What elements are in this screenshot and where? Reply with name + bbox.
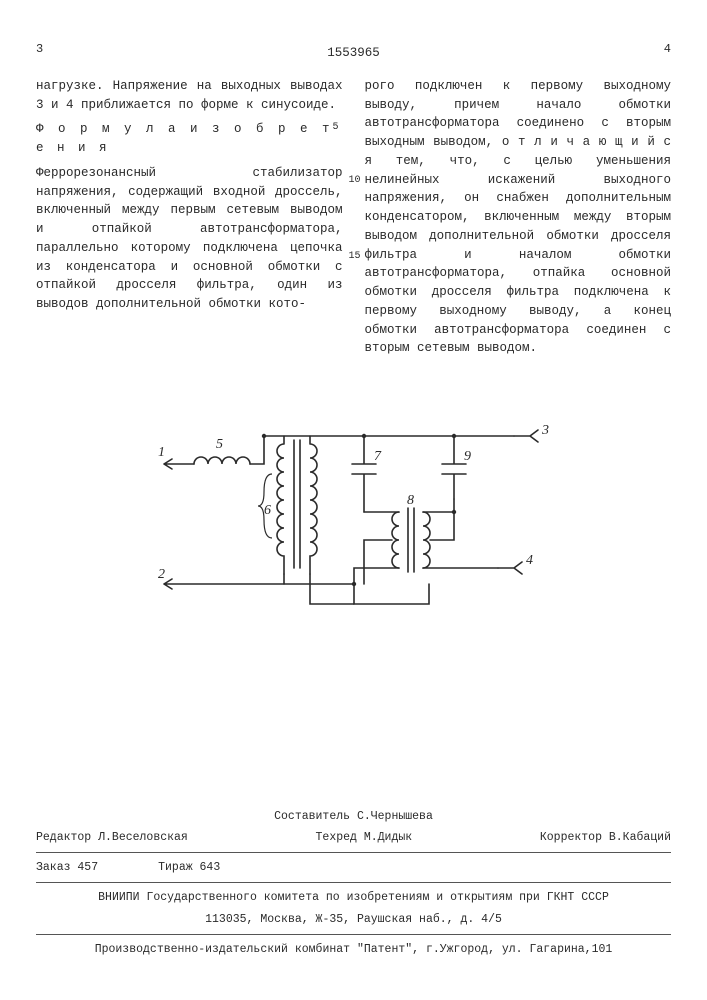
corrector-credit: Корректор В.Кабаций	[540, 829, 671, 846]
schematic-label-8: 8	[407, 493, 414, 508]
page-col-left: 3	[36, 40, 43, 58]
right-para-1: рого подключен к первому выходному вывод…	[365, 77, 672, 358]
schematic-label-3: 3	[541, 423, 549, 438]
schematic-label-2: 2	[158, 567, 165, 582]
plant-line: Производственно-издательский комбинат "П…	[36, 939, 671, 960]
vniipi-line-2: 113035, Москва, Ж-35, Раушская наб., д. …	[36, 909, 671, 930]
left-para-2-text: Феррорезонансный стабилизатор напряжения…	[36, 166, 343, 311]
compiler-credit: Составитель С.Чернышева	[36, 806, 671, 827]
margin-line-5: 5	[332, 120, 338, 135]
techred-credit: Техред М.Дидык	[316, 829, 413, 846]
margin-line-15: 15	[349, 249, 361, 264]
schematic-label-6: 6	[264, 503, 271, 518]
vniipi-line-1: ВНИИПИ Государственного комитета по изоб…	[36, 887, 671, 908]
divider-3	[36, 934, 671, 935]
schematic-label-7: 7	[374, 449, 382, 464]
right-column: рого подключен к первому выходному вывод…	[365, 77, 672, 364]
divider-1	[36, 852, 671, 853]
editor-credit: Редактор Л.Веселовская	[36, 829, 188, 846]
page-col-right: 4	[664, 40, 671, 58]
footer-block: Составитель С.Чернышева Редактор Л.Весел…	[36, 806, 671, 961]
schematic-label-9: 9	[464, 449, 471, 464]
order-number: Заказ 457	[36, 859, 98, 876]
document-number: 1553965	[36, 44, 671, 63]
left-para-2: Феррорезонансный стабилизатор напряжения…	[36, 164, 343, 314]
left-column: нагрузке. Напряжение на выходных выводах…	[36, 77, 343, 364]
left-para-1: нагрузке. Напряжение на выходных выводах…	[36, 77, 343, 115]
tirage: Тираж 643	[158, 859, 220, 876]
margin-line-10: 10	[349, 173, 361, 188]
formula-heading: Ф о р м у л а и з о б р е т е н и я	[36, 120, 343, 158]
circuit-schematic: 1 2 3 4 5 6 7 8 9	[154, 404, 554, 634]
schematic-label-4: 4	[526, 553, 533, 568]
divider-2	[36, 882, 671, 883]
schematic-label-5: 5	[216, 437, 223, 452]
schematic-label-1: 1	[158, 445, 165, 460]
